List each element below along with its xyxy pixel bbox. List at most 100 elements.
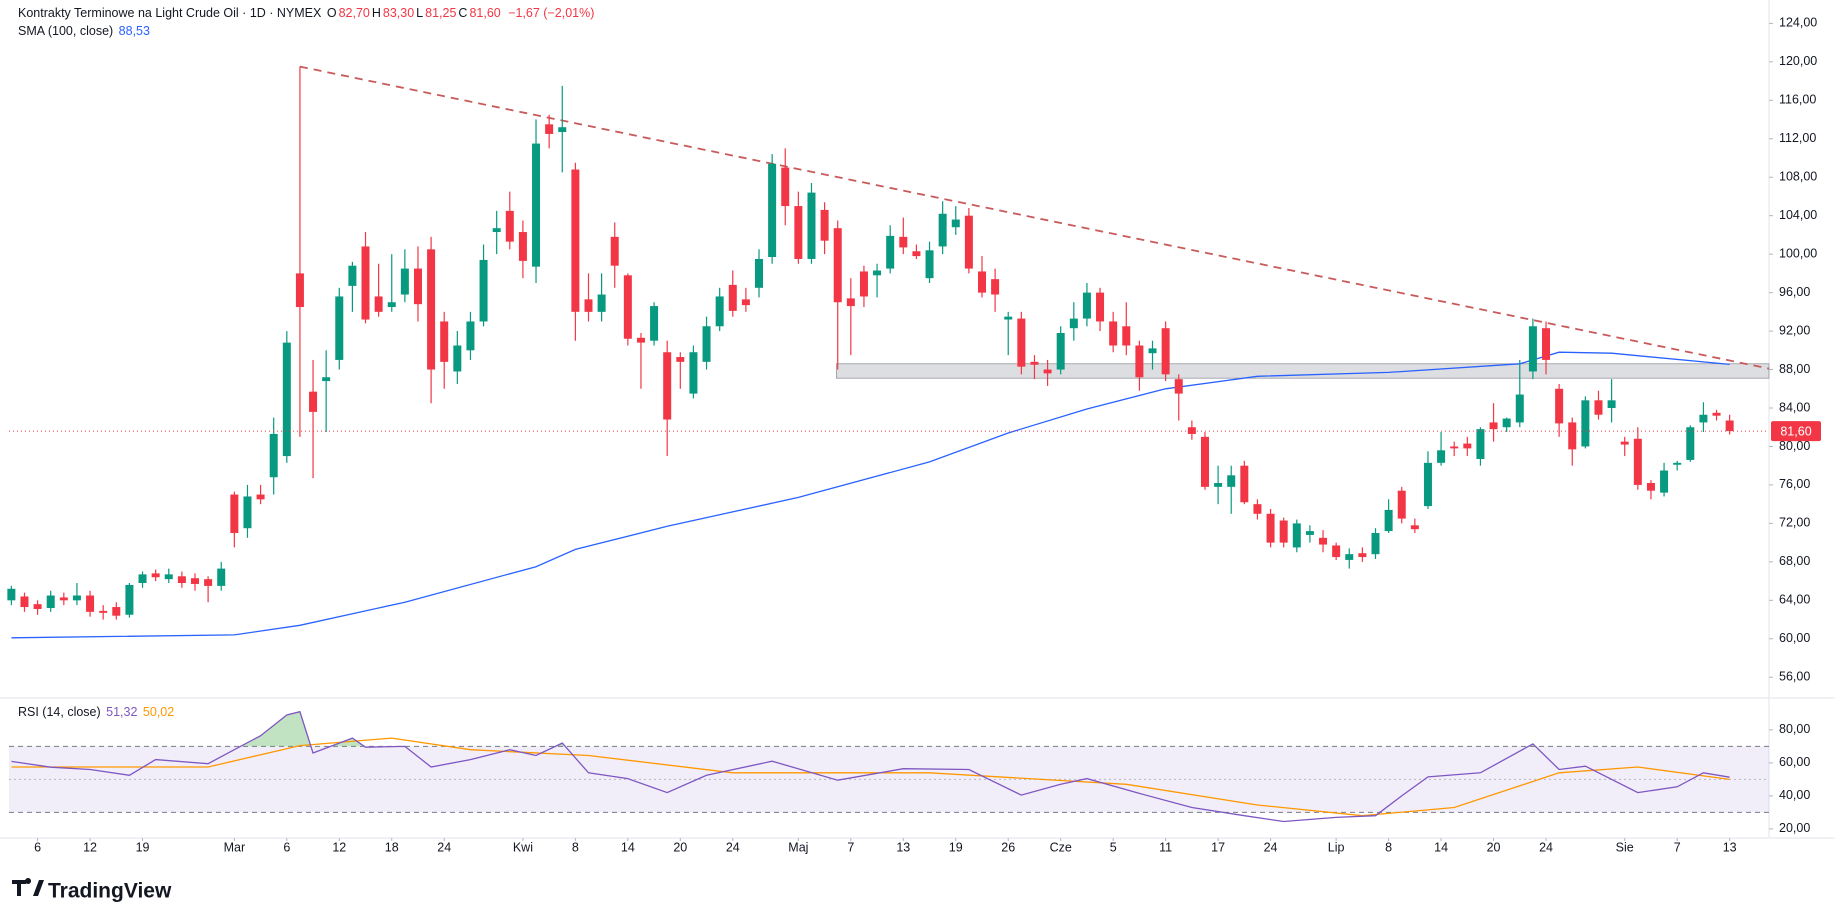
- rsi-tick-label: 80,00: [1779, 722, 1810, 736]
- x-tick-label: 12: [83, 840, 97, 854]
- x-tick-label: 19: [136, 840, 150, 854]
- candle-body: [768, 163, 777, 258]
- candle-body: [282, 342, 291, 457]
- candle-body: [230, 494, 239, 534]
- x-tick-label: 24: [1539, 840, 1553, 854]
- candle-body: [1345, 554, 1354, 560]
- candle-body: [1397, 490, 1406, 519]
- candle-body: [532, 143, 541, 267]
- y-tick-label: 76,00: [1779, 477, 1810, 491]
- candle-body: [1528, 326, 1537, 372]
- candle-body: [505, 210, 514, 242]
- candle-body: [1227, 475, 1236, 487]
- x-tick-label: Mar: [224, 840, 246, 854]
- sma-legend: SMA (100, close) 88,53: [18, 24, 152, 38]
- candle-body: [33, 604, 42, 609]
- candle-body: [400, 268, 409, 295]
- y-tick-label: 72,00: [1779, 516, 1810, 530]
- y-tick-label: 92,00: [1779, 323, 1810, 337]
- candle-body: [492, 228, 501, 233]
- candle-body: [466, 321, 475, 351]
- candle-body: [1660, 470, 1669, 493]
- rsi-legend: RSI (14, close) 51,32 50,02: [18, 705, 176, 719]
- candle-body: [728, 284, 737, 311]
- change-label: −1,67 (−2,01%): [508, 6, 595, 20]
- x-tick-label: 6: [283, 840, 290, 854]
- x-tick-label: 24: [437, 840, 451, 854]
- candle-body: [1712, 412, 1721, 416]
- candle-body: [1515, 394, 1524, 423]
- x-tick-label: Kwi: [513, 840, 533, 854]
- x-tick-label: 14: [621, 840, 635, 854]
- candle-body: [1109, 321, 1118, 346]
- candle-body: [1423, 462, 1432, 507]
- candle-body: [1725, 420, 1734, 432]
- candle-body: [1253, 504, 1262, 514]
- candle-body: [125, 584, 134, 615]
- candle-body: [518, 232, 527, 261]
- candle-body: [1292, 523, 1301, 548]
- candle-body: [807, 192, 816, 259]
- candle-body: [1607, 400, 1616, 409]
- y-tick-label: 80,00: [1779, 439, 1810, 453]
- y-tick-label: 124,00: [1779, 16, 1817, 30]
- candle-body: [938, 213, 947, 247]
- candle-body: [991, 279, 1000, 295]
- candle-body: [833, 228, 842, 303]
- y-tick-label: 68,00: [1779, 554, 1810, 568]
- candle-body: [1384, 509, 1393, 532]
- y-tick-label: 56,00: [1779, 670, 1810, 684]
- candle-body: [663, 352, 672, 420]
- candle-body: [702, 326, 711, 362]
- last-price-label: 81,60: [1780, 424, 1811, 438]
- candle-body: [348, 265, 357, 286]
- candle-body: [1135, 345, 1144, 378]
- y-tick-label: 120,00: [1779, 54, 1817, 68]
- candle-body: [7, 588, 16, 601]
- brand-logo: TradingView: [12, 878, 172, 903]
- x-tick-label: 18: [385, 840, 399, 854]
- candle-body: [427, 249, 436, 370]
- candle-body: [1017, 318, 1026, 367]
- ohlc-value: 81,25: [425, 6, 457, 20]
- candle-body: [1358, 553, 1367, 558]
- last-price-tag: [1771, 421, 1821, 442]
- candle-body: [859, 271, 868, 297]
- candle-body: [1332, 545, 1341, 558]
- y-tick-label: 116,00: [1779, 93, 1816, 107]
- x-tick-label: 8: [572, 840, 579, 854]
- candle-body: [794, 206, 803, 259]
- candle-body: [1266, 513, 1275, 543]
- candle-body: [1030, 361, 1039, 365]
- ohlc-key: C: [458, 6, 468, 20]
- candle-body: [1305, 531, 1314, 535]
- candle-body: [361, 246, 370, 320]
- rsi-tick-label: 40,00: [1779, 788, 1810, 802]
- sma-value: 88,53: [118, 24, 150, 38]
- trendline: [299, 65, 1770, 370]
- resistance-zone: [836, 363, 1770, 379]
- candle-body: [1568, 422, 1577, 450]
- y-tick-label: 96,00: [1779, 285, 1810, 299]
- y-tick-label: 100,00: [1779, 246, 1817, 260]
- candle-body: [1069, 318, 1078, 329]
- brand-name: TradingView: [48, 880, 172, 903]
- candle-body: [1174, 379, 1183, 394]
- candle-body: [46, 595, 55, 609]
- candle-body: [886, 235, 895, 269]
- candle-body: [72, 595, 81, 601]
- candle-body: [151, 573, 160, 578]
- candle-body: [1594, 400, 1603, 415]
- candle-body: [1646, 483, 1655, 491]
- candle-body: [1214, 483, 1223, 487]
- candle-body: [440, 321, 449, 362]
- y-tick-label: 104,00: [1779, 208, 1817, 222]
- rsi-ma-line: [11, 737, 1730, 817]
- candle-body: [1699, 414, 1708, 423]
- candle-body: [1410, 525, 1419, 530]
- candle-body: [190, 578, 199, 584]
- candle-body: [899, 236, 908, 248]
- candle-body: [623, 275, 632, 339]
- candle-body: [597, 294, 606, 312]
